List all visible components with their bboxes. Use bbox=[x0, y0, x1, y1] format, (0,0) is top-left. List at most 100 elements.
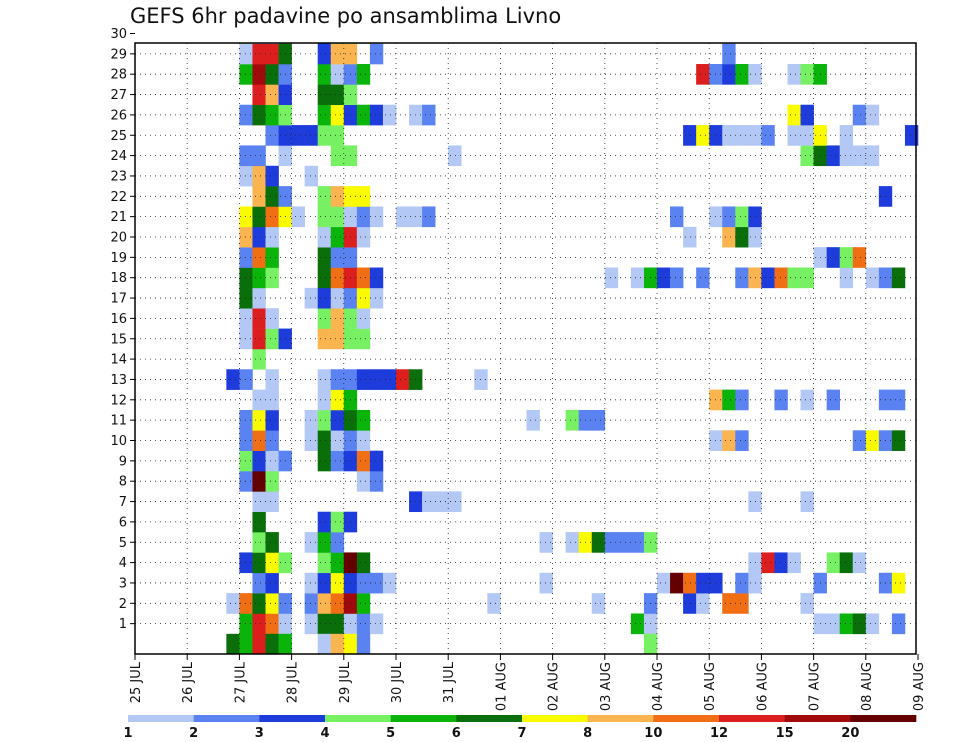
cell-member-16-step-14 bbox=[317, 308, 332, 329]
cell-member-9-step-17 bbox=[356, 450, 371, 472]
cell-member-18-step-14 bbox=[317, 267, 332, 289]
cell-member-2-step-51 bbox=[800, 593, 814, 614]
cell-member-25-step-50 bbox=[787, 125, 801, 146]
cell-member-6-step-9 bbox=[252, 511, 266, 533]
cell-member-16-step-8 bbox=[239, 308, 253, 329]
cell-member-21-step-12 bbox=[291, 206, 305, 228]
cell-member-18-step-10 bbox=[265, 267, 279, 289]
cell-member-13-step-7 bbox=[226, 369, 240, 390]
cell-member-4-step-49 bbox=[774, 552, 788, 574]
y-tick-label-19: 19 bbox=[110, 251, 127, 266]
y-tick-label-15: 15 bbox=[110, 332, 127, 347]
cell-member-2-step-8 bbox=[239, 593, 253, 614]
x-tick-label: 06 AUG bbox=[755, 662, 770, 711]
x-tick-label: 02 AUG bbox=[547, 662, 562, 711]
y-tick-label-4: 4 bbox=[119, 556, 127, 571]
cell-member-24-step-24 bbox=[448, 145, 462, 167]
cell-member-18-step-41 bbox=[670, 267, 684, 289]
cell-member-1-step-18 bbox=[369, 613, 384, 635]
cell-member-10-step-10 bbox=[265, 430, 279, 451]
cell-member-17-step-13 bbox=[304, 287, 318, 309]
cell-member-17-step-9 bbox=[252, 287, 266, 309]
colorbar-label: 6 bbox=[452, 726, 461, 741]
x-tick-label: 07 AUG bbox=[808, 662, 823, 711]
cell-member-24-step-56 bbox=[865, 145, 880, 167]
colorbar-label: 5 bbox=[386, 726, 395, 741]
y-tick-label-3: 3 bbox=[119, 576, 127, 591]
cell-member-1-step-58 bbox=[891, 613, 906, 635]
y-tick-label-24: 24 bbox=[110, 149, 127, 164]
y-tick-label-6: 6 bbox=[119, 515, 127, 530]
cell-member-4-step-10 bbox=[265, 552, 279, 574]
cell-member-28-step-10 bbox=[265, 64, 279, 85]
cell-member-28-step-50 bbox=[787, 64, 801, 85]
cell-member-25-step-13 bbox=[304, 125, 318, 146]
cell-member-15-step-14 bbox=[317, 328, 332, 350]
cell-member-24-step-53 bbox=[826, 145, 840, 167]
cell-member-21-step-22 bbox=[422, 206, 436, 228]
cell-member-11-step-30 bbox=[526, 409, 540, 431]
cell-member-0-step-9 bbox=[252, 633, 266, 655]
cell-member-0-step-8 bbox=[239, 633, 253, 655]
cell-member-3-step-40 bbox=[657, 572, 671, 594]
cell-member-18-step-40 bbox=[657, 267, 671, 289]
cell-member-8-step-9 bbox=[252, 471, 266, 492]
cell-member-25-step-54 bbox=[839, 125, 854, 146]
cell-member-26-step-18 bbox=[369, 104, 384, 126]
colorbar-label: 20 bbox=[841, 726, 859, 741]
cell-member-22-step-14 bbox=[317, 186, 332, 207]
y-tick-label-26: 26 bbox=[110, 108, 127, 123]
cell-member-25-step-10 bbox=[265, 125, 279, 146]
cell-member-21-step-41 bbox=[670, 206, 684, 228]
cell-member-2-step-46 bbox=[735, 593, 749, 614]
cell-member-5-step-36 bbox=[604, 532, 619, 553]
y-tick-label-17: 17 bbox=[110, 292, 127, 307]
y-tick-label-16: 16 bbox=[110, 312, 127, 327]
cell-member-3-step-42 bbox=[683, 572, 697, 594]
cell-member-28-step-15 bbox=[330, 64, 345, 85]
cell-member-0-step-15 bbox=[330, 633, 345, 655]
x-tick-label: 25 JUL bbox=[129, 661, 144, 703]
cell-member-0-step-11 bbox=[278, 633, 292, 655]
cell-member-13-step-18 bbox=[369, 369, 384, 390]
cell-member-15-step-17 bbox=[356, 328, 371, 350]
cell-member-19-step-54 bbox=[839, 247, 854, 268]
cell-member-1-step-8 bbox=[239, 613, 253, 635]
cell-member-18-step-51 bbox=[800, 267, 814, 289]
cell-member-26-step-8 bbox=[239, 104, 253, 126]
cell-member-1-step-10 bbox=[265, 613, 279, 635]
cell-member-18-step-56 bbox=[865, 267, 880, 289]
cell-member-18-step-46 bbox=[735, 267, 749, 289]
cell-member-17-step-18 bbox=[369, 287, 384, 309]
y-tick-label-1: 1 bbox=[119, 617, 127, 632]
cell-member-3-step-58 bbox=[891, 572, 906, 594]
x-tick-label: 27 JUL bbox=[233, 661, 248, 703]
cell-member-2-step-7 bbox=[226, 593, 240, 614]
colorbar-swatch-11 bbox=[784, 715, 851, 722]
cell-member-11-step-8 bbox=[239, 409, 253, 431]
y-tick-label-21: 21 bbox=[110, 210, 127, 225]
cell-member-5-step-15 bbox=[330, 532, 345, 553]
y-tick-label-11: 11 bbox=[110, 414, 127, 429]
cell-member-27-step-15 bbox=[330, 84, 345, 106]
cell-member-3-step-46 bbox=[735, 572, 749, 594]
cell-member-3-step-9 bbox=[252, 572, 266, 594]
cell-member-12-step-45 bbox=[722, 389, 736, 411]
cell-member-26-step-56 bbox=[865, 104, 880, 126]
cell-member-1-step-15 bbox=[330, 613, 345, 635]
cell-member-12-step-58 bbox=[891, 389, 906, 411]
cell-member-28-step-8 bbox=[239, 64, 253, 85]
cell-member-10-step-46 bbox=[735, 430, 749, 451]
cell-member-20-step-15 bbox=[330, 226, 345, 248]
cell-member-2-step-35 bbox=[591, 593, 606, 614]
cell-member-8-step-17 bbox=[356, 471, 371, 492]
cell-member-25-step-48 bbox=[761, 125, 775, 146]
cell-member-21-step-45 bbox=[722, 206, 736, 228]
cell-member-7-step-10 bbox=[265, 491, 279, 513]
cell-member-13-step-19 bbox=[382, 369, 397, 390]
cell-member-19-step-10 bbox=[265, 247, 279, 268]
y-tick-label-29: 29 bbox=[110, 47, 127, 62]
cell-member-3-step-14 bbox=[317, 572, 332, 594]
colorbar-label: 8 bbox=[583, 726, 592, 741]
